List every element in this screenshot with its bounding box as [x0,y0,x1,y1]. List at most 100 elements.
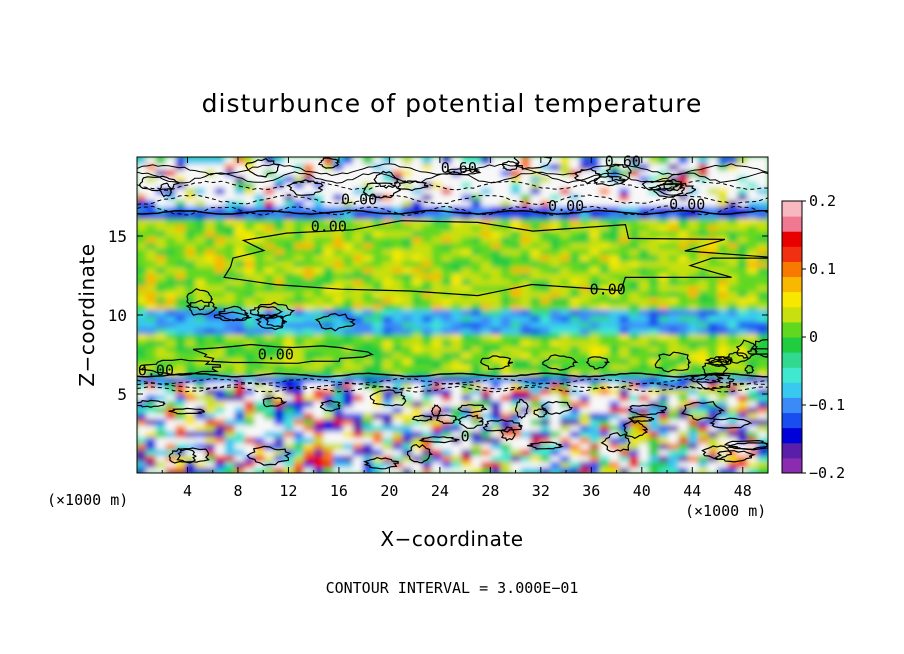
field-cell [392,356,405,365]
field-cell [145,265,158,274]
field-cell [195,362,208,371]
field-cell [175,277,188,286]
field-cell [382,235,395,244]
field-cell [737,271,750,280]
field-cell [757,423,768,432]
field-cell [559,405,572,414]
field-cell [500,277,513,286]
field-cell [579,307,592,316]
field-cell [697,411,710,420]
x-tick-label: 32 [532,482,550,500]
field-cell [264,332,277,341]
field-cell [490,162,503,171]
field-cell [688,216,700,225]
field-cell [481,259,493,268]
field-cell [412,283,424,292]
field-cell [382,338,395,347]
field-cell [619,344,631,353]
field-cell [392,192,405,201]
field-cell [274,405,286,414]
field-cell [441,157,454,165]
field-cell [293,386,306,395]
field-cell [569,307,582,316]
field-cell [471,417,484,426]
field-cell [727,259,740,268]
field-cell [707,459,720,468]
field-cell [461,307,474,316]
field-cell [490,435,503,444]
field-cell [717,222,730,231]
field-cell [441,210,454,219]
field-cell [283,265,296,274]
field-cell [481,192,493,201]
field-cell [530,386,543,395]
field-cell [668,362,681,371]
field-cell [333,332,346,341]
field-cell [224,314,237,323]
field-cell [471,356,484,365]
contour-line [137,194,768,205]
field-cell [333,198,346,207]
field-cell [333,283,346,292]
field-cell [402,247,415,256]
field-cell [559,271,572,280]
field-cell [589,289,602,298]
field-cell [727,344,740,353]
field-cell [313,168,326,177]
field-cell [185,429,198,438]
field-cell [559,465,572,473]
field-cell [214,423,227,432]
field-cell [638,198,651,207]
field-cell [362,283,375,292]
field-cell [333,344,346,353]
field-cell [412,247,424,256]
field-cell [520,435,533,444]
field-cell [619,307,631,316]
field-cell [137,441,148,450]
field-cell [579,198,592,207]
field-cell [402,192,415,201]
field-cell [569,157,582,165]
field-cell [619,198,631,207]
field-cell [451,332,464,341]
contour-loop [653,183,697,197]
field-cell [402,441,415,450]
field-cell [274,235,286,244]
field-cell [382,222,395,231]
field-cell [727,356,740,365]
field-cell [727,216,740,225]
field-cell [530,465,543,473]
field-cell [678,277,691,286]
field-cell [500,180,513,189]
field-cell [137,411,148,420]
field-cell [619,216,631,225]
field-cell [421,180,434,189]
field-cell [628,192,641,201]
field-cell [461,271,474,280]
field-cell [313,301,326,310]
field-cell [234,441,247,450]
field-cell [274,350,286,359]
field-cell [678,216,691,225]
field-cell [145,216,158,225]
field-cell [727,301,740,310]
field-cell [589,344,602,353]
field-cell [747,198,760,207]
field-cell [254,204,267,213]
field-cell [697,162,710,171]
field-cell [559,350,572,359]
field-cell [619,259,631,268]
field-cell [323,228,336,237]
field-cell [264,277,277,286]
field-cell [214,241,227,250]
field-cell [145,228,158,237]
field-cell [540,447,553,456]
field-cell [471,459,484,468]
field-cell [540,435,553,444]
field-cell [707,362,720,371]
field-cell [559,356,572,365]
field-cell [264,253,277,262]
field-cell [303,374,316,383]
field-cell [165,399,178,408]
field-cell [510,216,523,225]
